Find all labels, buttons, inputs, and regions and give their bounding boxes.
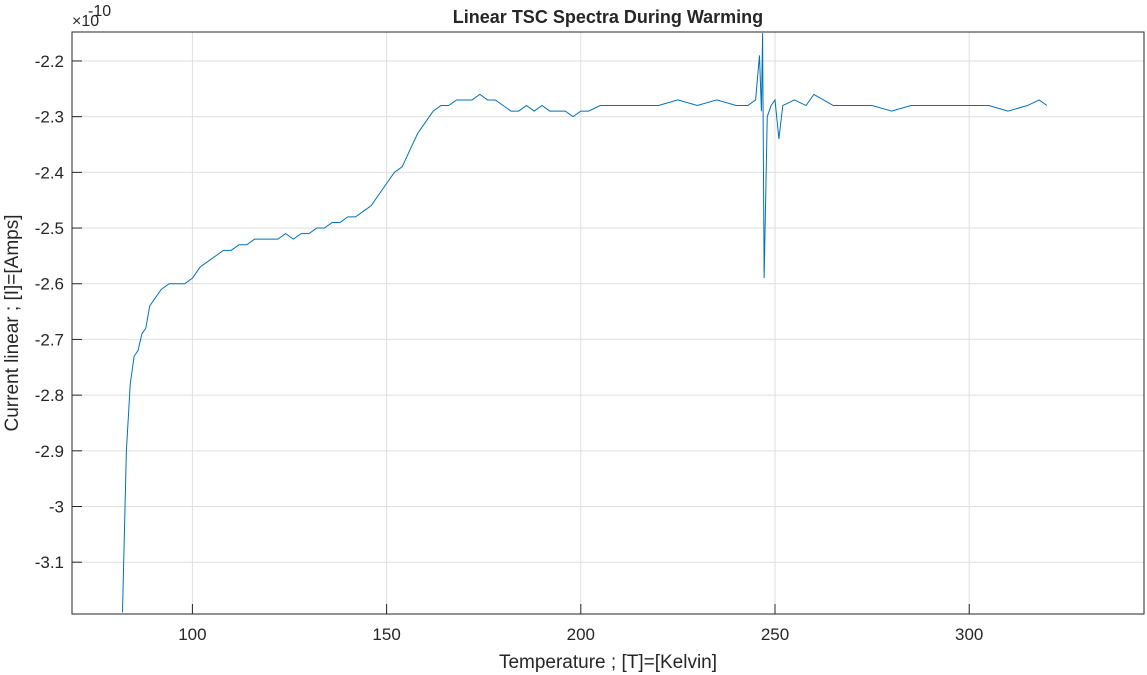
x-tick-label: 200 (567, 625, 595, 644)
x-tick-label: 250 (761, 625, 789, 644)
x-tick-label: 300 (955, 625, 983, 644)
y-tick-label: -2.5 (35, 219, 64, 238)
y-tick-label: -2.7 (35, 330, 64, 349)
x-axis-label: Temperature ; [T]=[Kelvin] (499, 652, 717, 673)
y-tick-label: -2.8 (35, 386, 64, 405)
y-tick-label: -2.4 (35, 163, 64, 182)
plot-area (72, 32, 1144, 614)
y-axis-label: Current linear ; [I]=[Amps] (2, 215, 23, 432)
y-tick-label: -2.2 (35, 52, 64, 71)
y-multiplier-exponent: -10 (88, 3, 111, 20)
y-tick-label: -2.6 (35, 275, 64, 294)
y-tick-label: -2.3 (35, 108, 64, 127)
data-line (121, 33, 1048, 613)
y-tick-label: -2.9 (35, 442, 64, 461)
y-tick-label: -3 (49, 498, 64, 517)
y-multiplier: ×10 (72, 13, 99, 30)
chart-title: Linear TSC Spectra During Warming (453, 7, 763, 27)
x-tick-label: 150 (372, 625, 400, 644)
y-tick-label: -3.1 (35, 553, 64, 572)
axes-box (71, 31, 1145, 615)
x-tick-label: 100 (178, 625, 206, 644)
